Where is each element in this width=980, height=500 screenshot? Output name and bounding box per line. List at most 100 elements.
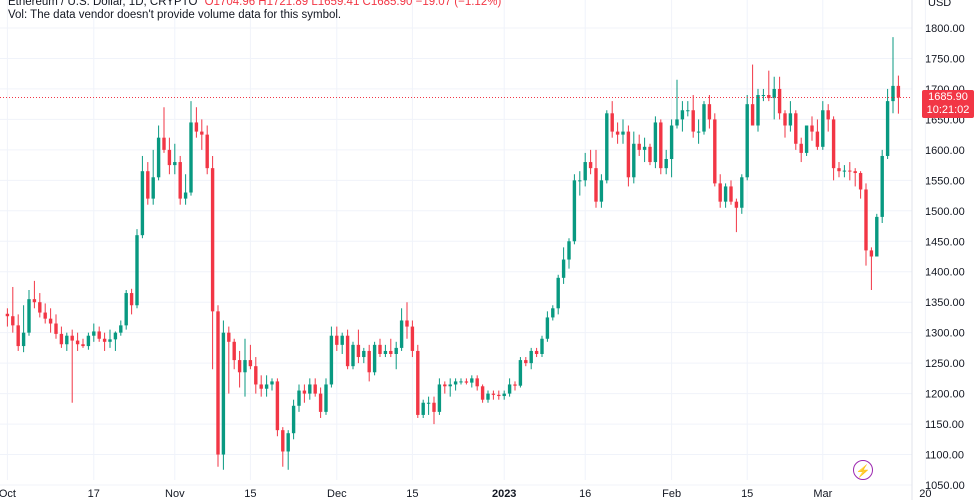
candle bbox=[65, 332, 69, 351]
candle-body bbox=[842, 170, 847, 172]
candle-body bbox=[675, 119, 679, 126]
candle bbox=[502, 390, 506, 400]
candle bbox=[707, 95, 712, 129]
candle bbox=[815, 119, 820, 150]
candle bbox=[578, 171, 582, 196]
candle bbox=[842, 165, 847, 178]
symbol-label[interactable]: Ethereum / U.S. Dollar, 1D, CRYPTO bbox=[8, 0, 198, 8]
candle bbox=[848, 162, 852, 181]
candle-body bbox=[27, 299, 31, 333]
candle bbox=[372, 341, 377, 376]
candle bbox=[367, 344, 371, 382]
candle bbox=[615, 122, 620, 144]
candle bbox=[410, 320, 415, 358]
candle-body bbox=[313, 384, 317, 394]
candle-body bbox=[545, 317, 550, 339]
candle-body bbox=[534, 350, 539, 354]
candle bbox=[480, 384, 485, 403]
candle bbox=[470, 375, 474, 388]
candle-body bbox=[507, 384, 512, 394]
candle bbox=[308, 378, 312, 400]
candle-body bbox=[5, 313, 10, 317]
candle bbox=[869, 247, 874, 291]
candle-body bbox=[788, 113, 793, 126]
candle bbox=[113, 331, 118, 351]
candle-body bbox=[680, 110, 685, 120]
candle-body bbox=[777, 88, 782, 114]
candle bbox=[761, 88, 766, 102]
candle-body bbox=[713, 119, 717, 184]
candle bbox=[205, 125, 209, 175]
price-tick-label: 1350.00 bbox=[925, 297, 965, 309]
candle bbox=[243, 338, 247, 397]
candle bbox=[453, 378, 458, 391]
candle-body bbox=[875, 216, 879, 257]
candle bbox=[723, 183, 728, 208]
candle-body bbox=[70, 335, 74, 341]
candle bbox=[129, 288, 134, 315]
candle bbox=[221, 320, 226, 470]
candle bbox=[680, 101, 685, 132]
candle-body bbox=[119, 325, 123, 333]
candle bbox=[621, 119, 625, 144]
candle bbox=[734, 198, 739, 233]
candle-body bbox=[356, 344, 361, 358]
candle-body bbox=[642, 146, 647, 150]
candle bbox=[135, 229, 139, 309]
candle bbox=[162, 107, 166, 153]
candle-body bbox=[189, 122, 193, 193]
candle bbox=[858, 171, 863, 199]
candle-body bbox=[664, 159, 668, 169]
candle bbox=[729, 180, 733, 205]
candle-body bbox=[653, 122, 658, 163]
candle bbox=[524, 357, 528, 367]
last-price-value: 1685.90 bbox=[928, 90, 968, 103]
lightning-bolt-icon[interactable]: ⚡ bbox=[853, 460, 873, 480]
candle-body bbox=[804, 125, 809, 153]
candle-body bbox=[173, 162, 177, 166]
candle bbox=[86, 332, 91, 350]
candle-body bbox=[221, 332, 226, 455]
candle-body bbox=[756, 95, 760, 126]
candle-body bbox=[518, 360, 523, 386]
candle bbox=[11, 286, 15, 333]
candle-body bbox=[383, 350, 388, 354]
candle bbox=[783, 110, 787, 138]
candle bbox=[270, 378, 274, 391]
candle bbox=[38, 293, 42, 318]
candle bbox=[27, 290, 31, 336]
candle-body bbox=[561, 259, 566, 278]
candle bbox=[200, 119, 204, 150]
candle bbox=[626, 125, 631, 187]
candle bbox=[16, 314, 20, 351]
candle-body bbox=[686, 110, 690, 112]
candle-body bbox=[734, 201, 739, 208]
candle bbox=[232, 338, 236, 370]
candle bbox=[675, 79, 679, 129]
candle-body bbox=[583, 162, 587, 181]
countdown-timer: 10:21:02 bbox=[926, 103, 970, 116]
candle bbox=[324, 378, 328, 415]
candle-body bbox=[799, 143, 803, 153]
candle-body bbox=[459, 381, 463, 383]
candle bbox=[653, 116, 658, 169]
candle-body bbox=[594, 168, 598, 202]
time-tick-label: 16 bbox=[579, 488, 591, 500]
candle-body bbox=[869, 250, 874, 257]
candle-body bbox=[362, 350, 366, 358]
candle-body bbox=[129, 293, 134, 306]
candle-body bbox=[38, 302, 42, 313]
candle bbox=[178, 155, 182, 205]
candle bbox=[362, 347, 366, 364]
candle-body bbox=[210, 168, 215, 312]
candle bbox=[173, 143, 177, 175]
candle-body bbox=[669, 125, 674, 160]
candle bbox=[794, 110, 798, 150]
candle bbox=[853, 168, 857, 187]
candle-body bbox=[378, 344, 382, 354]
candle bbox=[151, 149, 155, 205]
candle bbox=[75, 332, 80, 351]
price-tick-label: 1250.00 bbox=[925, 358, 965, 370]
candle-body bbox=[740, 177, 744, 208]
